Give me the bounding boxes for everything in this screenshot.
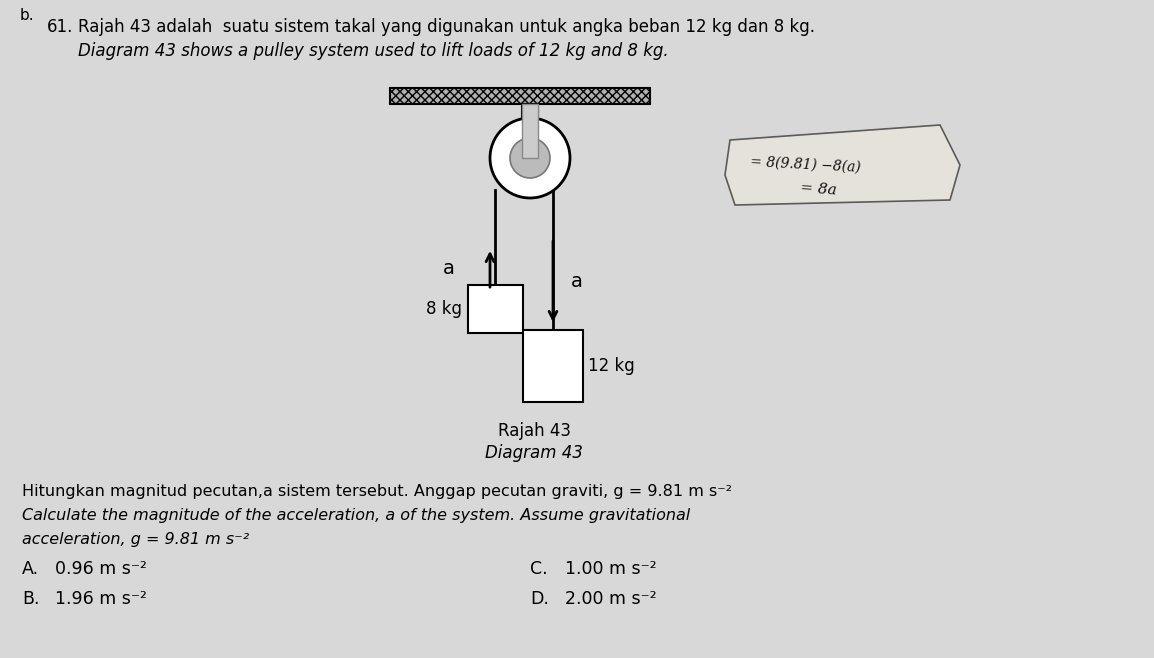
Text: 8 kg: 8 kg <box>427 300 463 318</box>
Text: Diagram 43: Diagram 43 <box>485 444 583 462</box>
Text: 2.00 m s⁻²: 2.00 m s⁻² <box>565 590 657 608</box>
Text: acceleration, g = 9.81 m s⁻²: acceleration, g = 9.81 m s⁻² <box>22 532 249 547</box>
Text: Diagram 43 shows a pulley system used to lift loads of 12 kg and 8 kg.: Diagram 43 shows a pulley system used to… <box>78 42 668 60</box>
Text: 12 kg: 12 kg <box>589 357 635 375</box>
Bar <box>523 330 583 402</box>
Text: Rajah 43 adalah  suatu sistem takal yang digunakan untuk angka beban 12 kg dan 8: Rajah 43 adalah suatu sistem takal yang … <box>78 18 815 36</box>
Text: 0.96 m s⁻²: 0.96 m s⁻² <box>55 560 147 578</box>
Text: a: a <box>443 259 455 278</box>
Text: Hitungkan magnitud pecutan,a sistem tersebut. Anggap pecutan graviti, g = 9.81 m: Hitungkan magnitud pecutan,a sistem ters… <box>22 484 732 499</box>
Text: = 8a: = 8a <box>800 181 838 197</box>
Bar <box>390 88 650 104</box>
Text: B.: B. <box>22 590 39 608</box>
Text: 61.: 61. <box>47 18 74 36</box>
Circle shape <box>490 118 570 198</box>
Text: = 8(9.81) −8(a): = 8(9.81) −8(a) <box>750 155 861 175</box>
Bar <box>522 104 538 118</box>
Text: a: a <box>571 272 583 291</box>
Polygon shape <box>725 125 960 205</box>
Text: Rajah 43: Rajah 43 <box>497 422 570 440</box>
Text: b.: b. <box>20 8 35 23</box>
Bar <box>467 285 523 333</box>
Circle shape <box>510 138 550 178</box>
Text: C.: C. <box>530 560 548 578</box>
Text: Calculate the magnitude of the acceleration, a of the system. Assume gravitation: Calculate the magnitude of the accelerat… <box>22 508 690 523</box>
Bar <box>522 104 538 158</box>
Text: 1.00 m s⁻²: 1.00 m s⁻² <box>565 560 657 578</box>
Text: D.: D. <box>530 590 549 608</box>
Text: 1.96 m s⁻²: 1.96 m s⁻² <box>55 590 147 608</box>
Text: A.: A. <box>22 560 39 578</box>
